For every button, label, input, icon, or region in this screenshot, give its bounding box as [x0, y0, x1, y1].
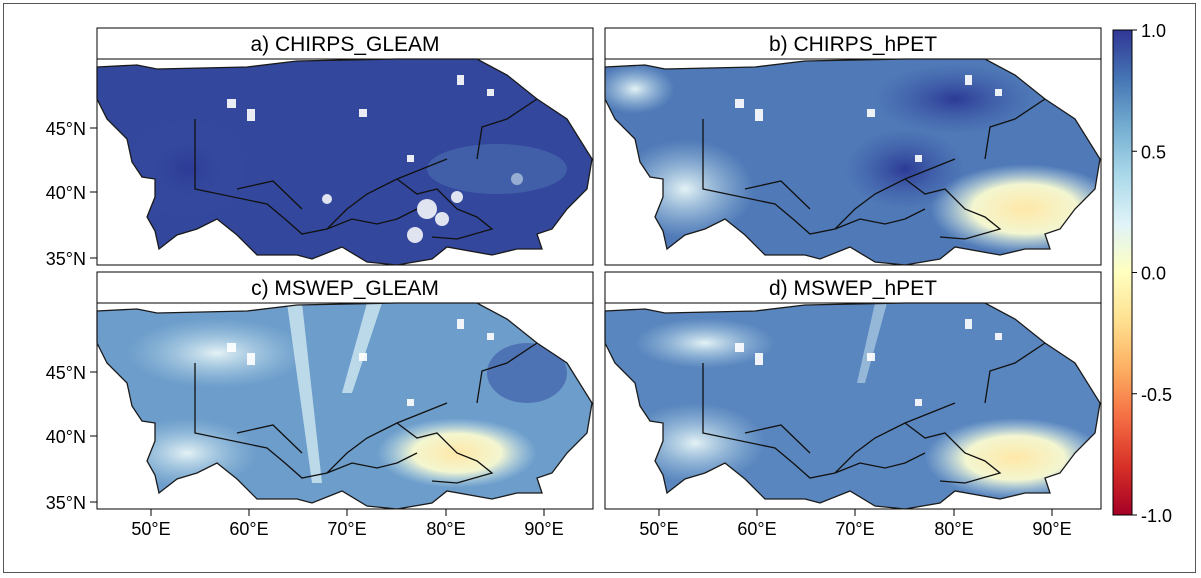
- map-panel: a) CHIRPS_GLEAM: [96, 27, 594, 266]
- map-panel: b) CHIRPS_hPET: [604, 27, 1102, 266]
- lat-tick-label: 35°N: [46, 493, 86, 513]
- map-area: [96, 302, 593, 510]
- colorbar-label: -0.5: [1141, 385, 1172, 405]
- figure-frame: [3, 3, 1196, 573]
- lat-tick-label: 45°N: [46, 119, 86, 139]
- field-layer: [97, 303, 592, 509]
- region-outline: [96, 302, 593, 510]
- lon-tick-label: 70°E: [327, 519, 366, 539]
- region-outline: [604, 58, 1101, 266]
- lon-tick-label: 50°E: [639, 519, 678, 539]
- colorbar-label: -1.0: [1141, 506, 1172, 526]
- country-borders: [194, 98, 538, 240]
- region-outline: [96, 58, 593, 266]
- panel-title: c) MSWEP_GLEAM: [251, 277, 439, 300]
- lat-tick-label: 40°N: [46, 183, 86, 203]
- country-borders: [194, 342, 538, 484]
- colorbar-label: 0.5: [1141, 142, 1166, 162]
- field-layer: [605, 303, 1100, 509]
- country-borders: [702, 98, 1046, 240]
- panel-title: d) MSWEP_hPET: [769, 277, 937, 300]
- colorbar: [1112, 29, 1133, 516]
- lon-tick-label: 80°E: [426, 519, 465, 539]
- colorbar-label: 0.0: [1141, 264, 1166, 284]
- lon-tick-label: 80°E: [934, 519, 973, 539]
- map-panel: c) MSWEP_GLEAM: [96, 271, 594, 510]
- lon-tick-label: 90°E: [524, 519, 563, 539]
- lat-tick-label: 40°N: [46, 427, 86, 447]
- map-area: [96, 58, 593, 266]
- lon-tick-label: 60°E: [737, 519, 776, 539]
- colorbar-label: 1.0: [1141, 21, 1166, 41]
- field-layer: [97, 59, 592, 265]
- panel-title: a) CHIRPS_GLEAM: [250, 33, 439, 56]
- panel-title: b) CHIRPS_hPET: [769, 33, 937, 56]
- lon-tick-label: 60°E: [229, 519, 268, 539]
- country-borders: [702, 342, 1046, 484]
- map-area: [604, 302, 1101, 510]
- lat-tick-label: 45°N: [46, 363, 86, 383]
- map-panel: d) MSWEP_hPET: [604, 271, 1102, 510]
- lon-tick-label: 50°E: [131, 519, 170, 539]
- lon-tick-label: 90°E: [1032, 519, 1071, 539]
- lat-tick-label: 35°N: [46, 249, 86, 269]
- lon-tick-label: 70°E: [835, 519, 874, 539]
- region-outline: [604, 302, 1101, 510]
